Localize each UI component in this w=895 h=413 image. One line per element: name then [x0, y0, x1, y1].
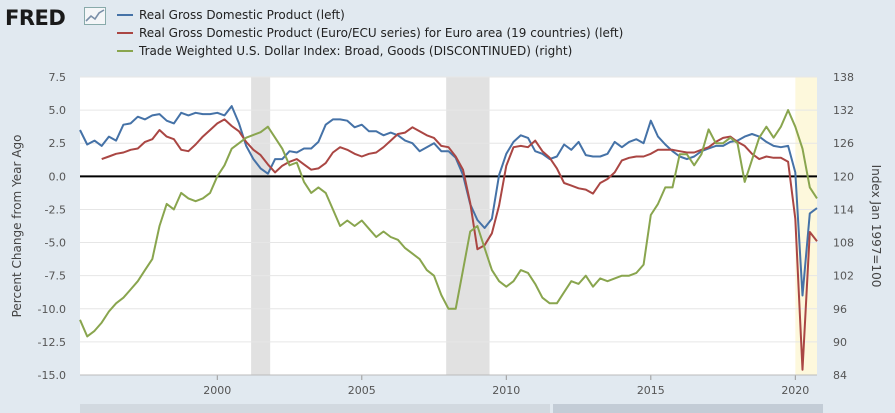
chart-line-icon	[84, 7, 106, 25]
y2-tick-label: 126	[833, 137, 854, 150]
chart-header: FRED Real Gross Domestic Product (left) …	[0, 0, 895, 68]
range-navigator-handle[interactable]	[553, 404, 823, 413]
legend-swatch-red	[117, 32, 133, 34]
legend-label: Trade Weighted U.S. Dollar Index: Broad,…	[139, 44, 573, 58]
y2-tick-label: 84	[833, 369, 847, 382]
legend-item-euro-gdp[interactable]: Real Gross Domestic Product (Euro/ECU se…	[117, 24, 623, 42]
y-tick-label: -12.5	[38, 336, 66, 349]
x-tick-label: 2005	[348, 384, 376, 397]
recession-band	[251, 77, 271, 375]
series-line-euro-gdp	[101, 118, 818, 371]
legend-item-dollar-index[interactable]: Trade Weighted U.S. Dollar Index: Broad,…	[117, 42, 623, 60]
x-tick-label: 2010	[492, 384, 520, 397]
legend-swatch-blue	[117, 14, 133, 16]
chart-legend: Real Gross Domestic Product (left) Real …	[117, 6, 623, 60]
y-tick-label: -5.0	[45, 237, 66, 250]
highlight-band	[795, 77, 817, 375]
series-line-dollar-index	[79, 109, 818, 338]
y2-tick-label: 132	[833, 104, 854, 117]
fred-logo[interactable]: FRED	[5, 6, 66, 30]
y2-tick-label: 108	[833, 237, 854, 250]
legend-swatch-green	[117, 50, 133, 52]
y-tick-label: -10.0	[38, 303, 66, 316]
y2-axis-title: Index Jan 1997=100	[869, 165, 883, 288]
y2-tick-label: 138	[833, 71, 854, 84]
y2-tick-label: 114	[833, 203, 854, 216]
y2-tick-label: 96	[833, 303, 847, 316]
y-tick-label: 0.0	[49, 170, 67, 183]
y-tick-label: 2.5	[49, 137, 67, 150]
series-line-us-gdp	[79, 105, 818, 297]
y-tick-label: 5.0	[49, 104, 67, 117]
y-tick-label: -7.5	[45, 270, 66, 283]
y-tick-label: -15.0	[38, 369, 66, 382]
x-tick-label: 2020	[781, 384, 809, 397]
x-tick-label: 2015	[637, 384, 665, 397]
y-axis-title: Percent Change from Year Ago	[10, 135, 24, 318]
range-navigator[interactable]	[80, 404, 550, 413]
y2-tick-label: 102	[833, 270, 854, 283]
y-tick-label: -2.5	[45, 203, 66, 216]
y2-tick-label: 120	[833, 170, 854, 183]
y-tick-label: 7.5	[49, 71, 67, 84]
y2-tick-label: 90	[833, 336, 847, 349]
legend-label: Real Gross Domestic Product (left)	[139, 8, 345, 22]
legend-item-us-gdp[interactable]: Real Gross Domestic Product (left)	[117, 6, 623, 24]
x-tick-label: 2000	[203, 384, 231, 397]
legend-label: Real Gross Domestic Product (Euro/ECU se…	[139, 26, 624, 40]
